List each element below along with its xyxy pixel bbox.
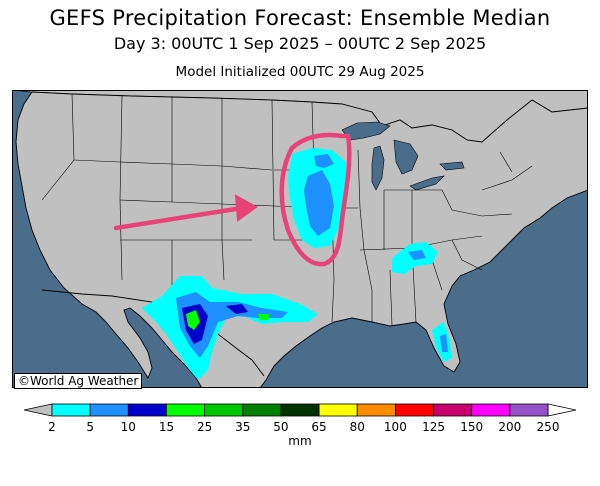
legend-unit: mm [288, 434, 312, 448]
colorbar-tick-label: 15 [159, 420, 174, 434]
annotation-arrow-line [113, 205, 245, 231]
colorbar-swatch [51, 403, 91, 417]
colorbar-swatch [280, 403, 320, 417]
colorbar-tick-label: 50 [273, 420, 288, 434]
credit-label: ©World Ag Weather [14, 373, 143, 389]
colorbar-swatch [242, 403, 282, 417]
annotation [113, 132, 352, 267]
precip-plains [288, 148, 346, 248]
colorbar-swatch [471, 403, 511, 417]
colorbar-tick-label: 150 [460, 420, 483, 434]
colorbar-tick-label: 10 [121, 420, 136, 434]
colorbar-swatch [204, 403, 244, 417]
lake-superior [341, 121, 391, 141]
colorbar-tick-label: 200 [498, 420, 521, 434]
colorbar-under-triangle [23, 403, 53, 417]
precip-southwest [142, 276, 318, 380]
map-subtitle: Day 3: 00UTC 1 Sep 2025 – 00UTC 2 Sep 20… [113, 34, 487, 53]
colorbar-tick-label: 5 [86, 420, 94, 434]
colorbar-tick-label: 100 [384, 420, 407, 434]
colorbar-swatch [318, 403, 358, 417]
colorbar-swatch [166, 403, 206, 417]
lake-michigan [371, 145, 385, 191]
precip-southeast [392, 242, 452, 362]
colorbar-tick-label: 250 [537, 420, 560, 434]
colorbar-swatch [356, 403, 396, 417]
annotation-arrow-head [234, 194, 258, 222]
colorbar-tick-label: 2 [48, 420, 56, 434]
legend-colorbar: 2 5 10 15 25 35 50 65 80 100 125 150 200 250 [23, 403, 577, 434]
lake-ontario [439, 161, 465, 171]
annotation-loop [279, 132, 352, 267]
colorbar-tick-label: 80 [350, 420, 365, 434]
colorbar-swatch [433, 403, 473, 417]
colorbar-over-triangle [547, 403, 577, 417]
colorbar-swatch [394, 403, 434, 417]
lake-erie [409, 175, 445, 191]
colorbar-swatch [127, 403, 167, 417]
precipitation-map [12, 90, 588, 388]
colorbar-tick-label: 125 [422, 420, 445, 434]
model-init-text: Model Initialized 00UTC 29 Aug 2025 [175, 64, 425, 80]
colorbar-swatch [509, 403, 549, 417]
lake-huron [393, 139, 419, 175]
colorbar-swatch [89, 403, 129, 417]
colorbar-tick-label: 35 [235, 420, 250, 434]
colorbar-tick-label: 65 [311, 420, 326, 434]
colorbar-tick-label: 25 [197, 420, 212, 434]
map-title: GEFS Precipitation Forecast: Ensemble Me… [49, 6, 551, 30]
